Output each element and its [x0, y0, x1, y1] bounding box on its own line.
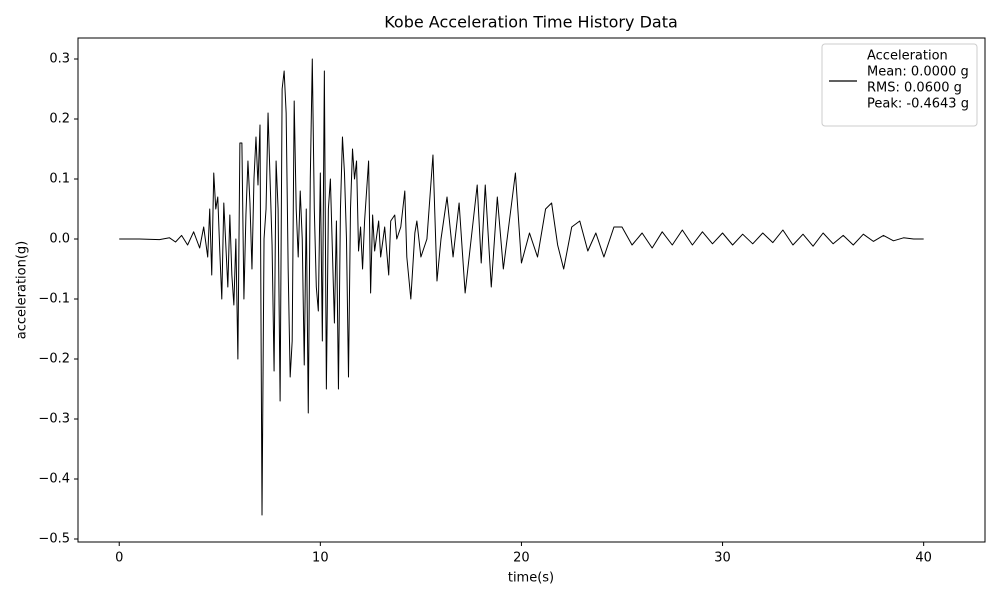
x-axis-label: time(s): [508, 571, 554, 586]
data-line: [119, 58, 924, 516]
x-tick-label: 20: [513, 551, 530, 566]
y-tick-label: 0.3: [49, 52, 70, 67]
y-tick-label: 0.1: [49, 172, 70, 187]
y-tick-label: 0.0: [49, 232, 70, 247]
y-tick-label: −0.2: [38, 352, 70, 367]
legend-stat: Peak: -0.4643 g: [867, 97, 969, 112]
x-tick-label: 10: [312, 551, 329, 566]
legend-label: Acceleration: [867, 49, 948, 64]
x-tick-label: 30: [714, 551, 731, 566]
legend-stat: Mean: 0.0000 g: [867, 65, 969, 80]
y-tick-label: −0.5: [38, 532, 70, 547]
y-axis-label: acceleration(g): [15, 241, 30, 339]
x-tick-label: 0: [115, 551, 123, 566]
legend-stat: RMS: 0.0600 g: [867, 81, 962, 96]
chart-title: Kobe Acceleration Time History Data: [384, 13, 678, 32]
y-tick-label: −0.1: [38, 292, 70, 307]
plot-frame: [77, 37, 986, 543]
y-tick-label: 0.2: [49, 112, 70, 127]
x-tick-label: 40: [915, 551, 932, 566]
legend-box: [821, 43, 978, 127]
y-tick-label: −0.4: [38, 472, 70, 487]
y-tick-label: −0.3: [38, 412, 70, 427]
